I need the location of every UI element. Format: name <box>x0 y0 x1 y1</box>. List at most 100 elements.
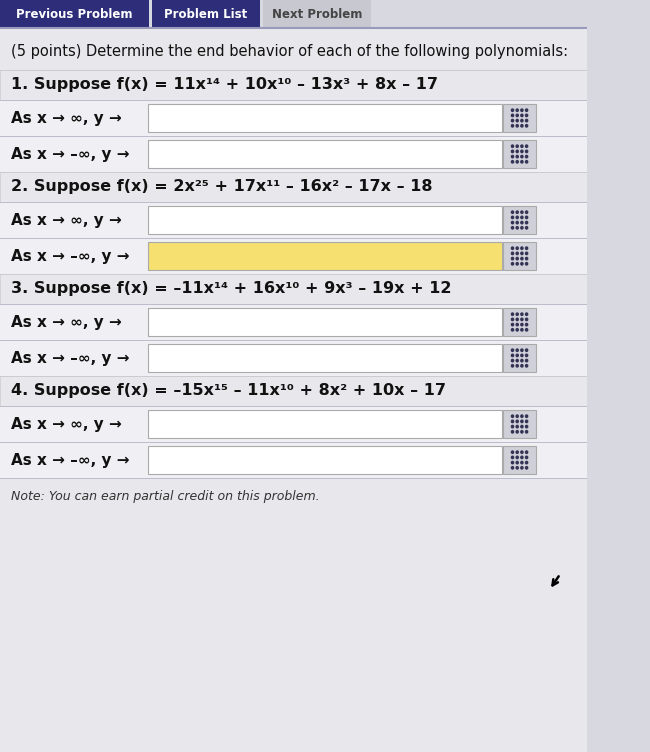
Text: Note: You can earn partial credit on this problem.: Note: You can earn partial credit on thi… <box>11 490 319 503</box>
Text: (5 points) Determine the end behavior of each of the following polynomials:: (5 points) Determine the end behavior of… <box>11 44 568 59</box>
Circle shape <box>512 150 514 153</box>
Circle shape <box>516 257 518 259</box>
Circle shape <box>512 145 514 147</box>
Text: 1. Suppose f(x) = 11x¹⁴ + 10x¹⁰ – 13x³ + 8x – 17: 1. Suppose f(x) = 11x¹⁴ + 10x¹⁰ – 13x³ +… <box>11 77 438 92</box>
Circle shape <box>521 426 523 428</box>
FancyBboxPatch shape <box>0 376 588 406</box>
Circle shape <box>525 359 528 362</box>
Circle shape <box>516 145 518 147</box>
Circle shape <box>525 150 528 153</box>
Circle shape <box>512 329 514 331</box>
Text: 4. Suppose f(x) = –15x¹⁵ – 11x¹⁰ + 8x² + 10x – 17: 4. Suppose f(x) = –15x¹⁵ – 11x¹⁰ + 8x² +… <box>11 384 446 399</box>
Circle shape <box>525 252 528 255</box>
Circle shape <box>512 114 514 117</box>
FancyBboxPatch shape <box>0 70 588 100</box>
Text: As x → –∞, y →: As x → –∞, y → <box>11 147 129 162</box>
Circle shape <box>525 257 528 259</box>
FancyBboxPatch shape <box>503 206 536 234</box>
Circle shape <box>521 365 523 367</box>
Circle shape <box>512 120 514 122</box>
Circle shape <box>516 354 518 356</box>
Circle shape <box>521 114 523 117</box>
FancyBboxPatch shape <box>148 308 502 336</box>
Circle shape <box>516 161 518 163</box>
Circle shape <box>512 349 514 351</box>
Circle shape <box>521 313 523 315</box>
Circle shape <box>521 226 523 229</box>
Circle shape <box>512 161 514 163</box>
Circle shape <box>521 125 523 127</box>
Circle shape <box>516 109 518 111</box>
Circle shape <box>516 221 518 224</box>
Circle shape <box>525 349 528 351</box>
Circle shape <box>521 349 523 351</box>
Circle shape <box>521 431 523 433</box>
FancyBboxPatch shape <box>148 446 502 474</box>
Circle shape <box>516 456 518 459</box>
FancyBboxPatch shape <box>503 140 536 168</box>
Circle shape <box>525 262 528 265</box>
Text: As x → ∞, y →: As x → ∞, y → <box>11 417 122 432</box>
Circle shape <box>516 431 518 433</box>
Circle shape <box>521 420 523 423</box>
Circle shape <box>512 109 514 111</box>
Circle shape <box>516 226 518 229</box>
FancyBboxPatch shape <box>0 274 588 304</box>
Circle shape <box>525 365 528 367</box>
Circle shape <box>525 354 528 356</box>
Circle shape <box>521 456 523 459</box>
Circle shape <box>512 431 514 433</box>
FancyBboxPatch shape <box>0 28 588 752</box>
Circle shape <box>512 226 514 229</box>
Text: Previous Problem: Previous Problem <box>16 8 133 20</box>
FancyBboxPatch shape <box>503 446 536 474</box>
FancyBboxPatch shape <box>503 104 536 132</box>
Circle shape <box>521 354 523 356</box>
Circle shape <box>525 318 528 320</box>
Circle shape <box>512 217 514 219</box>
Circle shape <box>512 247 514 250</box>
Text: As x → ∞, y →: As x → ∞, y → <box>11 314 122 329</box>
Circle shape <box>525 431 528 433</box>
Text: As x → ∞, y →: As x → ∞, y → <box>11 111 122 126</box>
Circle shape <box>525 120 528 122</box>
Circle shape <box>525 313 528 315</box>
Circle shape <box>525 161 528 163</box>
FancyBboxPatch shape <box>0 136 588 172</box>
Text: Problem List: Problem List <box>164 8 248 20</box>
Circle shape <box>516 156 518 158</box>
Text: 2. Suppose f(x) = 2x²⁵ + 17x¹¹ – 16x² – 17x – 18: 2. Suppose f(x) = 2x²⁵ + 17x¹¹ – 16x² – … <box>11 180 432 195</box>
FancyBboxPatch shape <box>0 340 588 376</box>
Circle shape <box>525 426 528 428</box>
FancyBboxPatch shape <box>0 0 149 28</box>
Circle shape <box>516 323 518 326</box>
Circle shape <box>525 462 528 464</box>
FancyBboxPatch shape <box>0 202 588 238</box>
Circle shape <box>512 125 514 127</box>
Circle shape <box>521 211 523 214</box>
Circle shape <box>512 420 514 423</box>
FancyBboxPatch shape <box>0 406 588 442</box>
FancyBboxPatch shape <box>503 242 536 270</box>
Text: As x → –∞, y →: As x → –∞, y → <box>11 248 129 263</box>
Circle shape <box>521 323 523 326</box>
Text: As x → –∞, y →: As x → –∞, y → <box>11 350 129 365</box>
Circle shape <box>516 150 518 153</box>
Circle shape <box>525 156 528 158</box>
Circle shape <box>512 426 514 428</box>
Circle shape <box>512 257 514 259</box>
Circle shape <box>516 451 518 453</box>
Circle shape <box>521 252 523 255</box>
Circle shape <box>525 466 528 469</box>
Circle shape <box>512 456 514 459</box>
Circle shape <box>525 109 528 111</box>
Circle shape <box>516 125 518 127</box>
Circle shape <box>512 318 514 320</box>
Circle shape <box>525 247 528 250</box>
FancyBboxPatch shape <box>0 100 588 136</box>
Circle shape <box>521 257 523 259</box>
Circle shape <box>525 221 528 224</box>
Circle shape <box>521 329 523 331</box>
Circle shape <box>525 451 528 453</box>
Circle shape <box>525 420 528 423</box>
